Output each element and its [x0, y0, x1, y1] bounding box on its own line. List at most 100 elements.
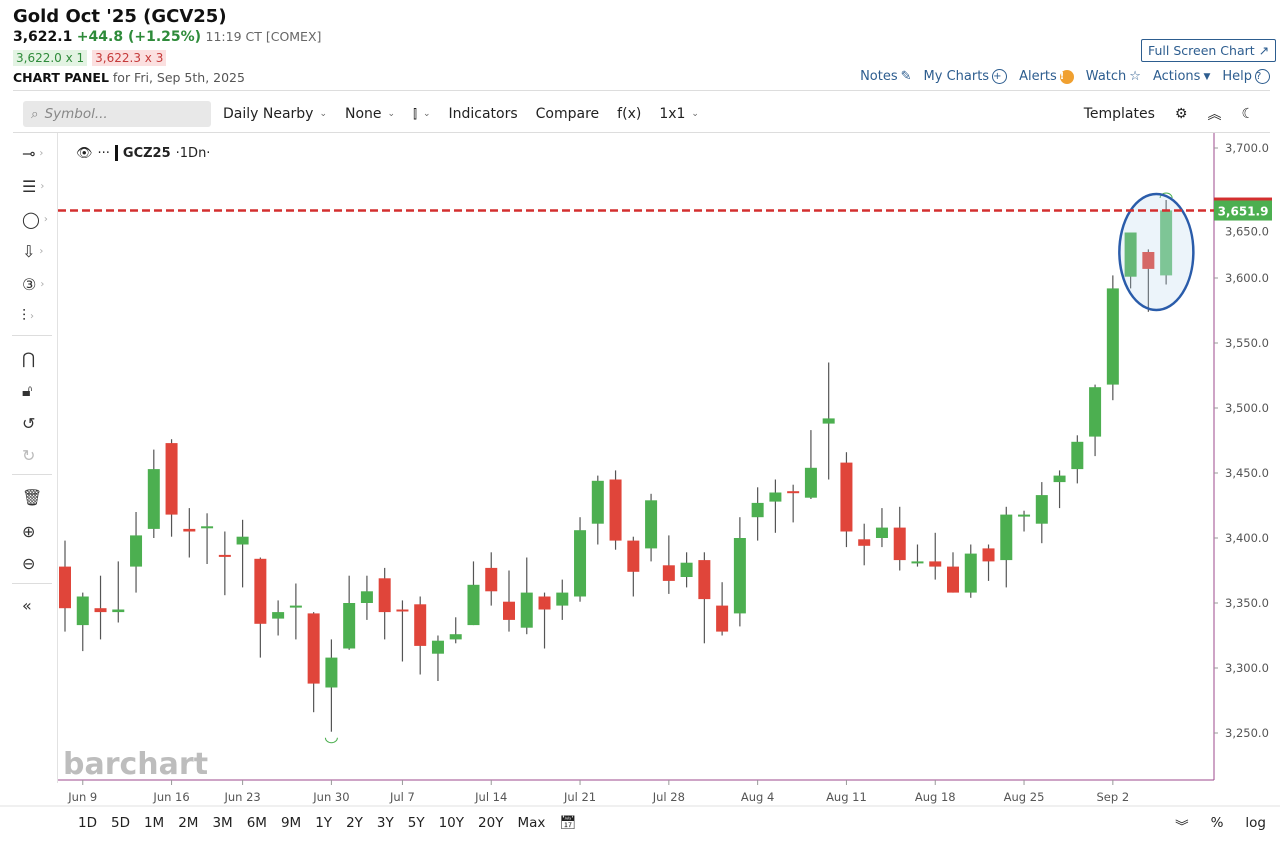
candle-body	[165, 443, 178, 515]
full-screen-chart-button[interactable]: Full Screen Chart ↗	[1141, 39, 1277, 62]
x-tick-label: Aug 4	[741, 790, 774, 804]
range-20y[interactable]: 20Y	[478, 815, 504, 831]
candle-body	[1035, 495, 1048, 524]
range-6m[interactable]: 6M	[246, 815, 267, 831]
trash-icon[interactable]: 🗑︎	[22, 487, 43, 507]
range-1d[interactable]: 1D	[78, 815, 97, 831]
candle-body	[289, 605, 302, 608]
range-2y[interactable]: 2Y	[346, 815, 363, 831]
shape-tool[interactable]: ◯ ›	[22, 207, 48, 231]
overlay-dropdown[interactable]: None ⌄	[345, 106, 395, 122]
help-link[interactable]: Help?	[1222, 69, 1270, 84]
number-marker-icon: ③	[22, 274, 37, 294]
range-10y[interactable]: 10Y	[438, 815, 465, 831]
y-tick-label: 3,600.0	[1225, 271, 1269, 285]
log-toggle[interactable]: log	[1245, 815, 1266, 831]
gear-icon[interactable]: ⚙	[1174, 106, 1188, 122]
candle-aug-15	[911, 544, 924, 567]
calendar-icon[interactable]: 📅︎	[559, 815, 577, 831]
collapse-icon[interactable]: ︽	[1207, 107, 1222, 123]
chevron-right-icon: ›	[40, 278, 45, 290]
candle-body	[414, 604, 427, 646]
fx-button[interactable]: f(x)	[617, 106, 642, 122]
expand-icon[interactable]: ︾	[1175, 819, 1189, 835]
zoom-in-icon[interactable]: ⊕	[22, 521, 36, 541]
candle-body	[822, 418, 835, 424]
symbol-search-input[interactable]: ⌕ Symbol...	[23, 101, 211, 127]
alerts-link[interactable]: Alerts!	[1019, 69, 1074, 84]
candle-jul-15	[503, 570, 515, 632]
candle-body	[183, 528, 196, 532]
my-charts-label: My Charts	[923, 69, 990, 84]
y-tick-label: 3,500.0	[1225, 401, 1269, 415]
range-9m[interactable]: 9M	[280, 815, 302, 831]
candle-body	[556, 592, 569, 606]
measure-tool[interactable]: ⫶ ›	[22, 304, 48, 328]
range-1m[interactable]: 1M	[143, 815, 165, 831]
zoom-out-icon[interactable]: ⊖	[22, 553, 36, 573]
compare-button[interactable]: Compare	[535, 106, 600, 122]
collapse-toolbar-icon[interactable]: «	[22, 595, 32, 615]
chart-type-dropdown[interactable]: ⫿ ⌄	[413, 107, 430, 122]
candle-body	[627, 540, 640, 572]
range-5y[interactable]: 5Y	[407, 815, 425, 831]
interval-dropdown[interactable]: Daily Nearby ⌄	[223, 106, 327, 122]
templates-button[interactable]: Templates	[1083, 106, 1155, 122]
x-tick-label: Aug 18	[915, 790, 956, 804]
range-1y[interactable]: 1Y	[315, 815, 333, 831]
high-marker	[1159, 192, 1173, 199]
candle-body	[94, 608, 107, 613]
candle-body	[929, 561, 942, 567]
notes-link[interactable]: Notes ✎	[860, 69, 911, 84]
candle-sep-3	[1124, 232, 1137, 289]
range-5d[interactable]: 5D	[110, 815, 130, 831]
fib-tool[interactable]: ☰ ›	[22, 174, 48, 198]
eye-icon[interactable]: 👁︎	[76, 145, 93, 161]
watch-link[interactable]: Watch ☆	[1086, 69, 1141, 84]
range-2m[interactable]: 2M	[178, 815, 199, 831]
y-tick-label: 3,550.0	[1225, 336, 1269, 350]
divider	[13, 132, 1270, 133]
overlay-label: None	[345, 106, 382, 122]
candle-jul-29	[680, 552, 693, 588]
candle-jun-6	[59, 540, 71, 632]
candle-jul-9	[431, 635, 444, 681]
candle-jun-11	[112, 561, 125, 623]
percent-toggle[interactable]: %	[1210, 815, 1224, 831]
x-tick-label: Jun 30	[312, 790, 349, 804]
candle-aug-20	[964, 544, 977, 598]
dark-mode-icon[interactable]: ☾	[1241, 106, 1254, 122]
candle-body	[591, 480, 604, 524]
candlestick-icon: ⫿	[413, 106, 417, 121]
my-charts-link[interactable]: My Charts +	[924, 69, 1008, 84]
candle-body	[645, 500, 658, 549]
range-max[interactable]: Max	[517, 815, 546, 831]
candle-jun-9	[76, 592, 89, 652]
candle-body	[1053, 475, 1066, 483]
arrow-tool[interactable]: ⇩ ›	[22, 239, 48, 263]
interval-label: Daily Nearby	[223, 106, 314, 122]
candle-body	[147, 469, 160, 529]
undo-icon[interactable]: ↺	[22, 413, 36, 433]
x-tick-label: Sep 2	[1097, 790, 1130, 804]
redo-icon[interactable]: ↻	[22, 445, 36, 465]
arrow-down-icon: ⇩	[22, 241, 36, 261]
layout-dropdown[interactable]: 1x1 ⌄	[659, 106, 699, 122]
candle-aug-14	[893, 506, 906, 571]
range-3m[interactable]: 3M	[212, 815, 233, 831]
layout-label: 1x1	[659, 106, 686, 122]
indicators-button[interactable]: Indicators	[448, 106, 518, 122]
range-3y[interactable]: 3Y	[376, 815, 394, 831]
marker-tool[interactable]: ③ ›	[22, 272, 48, 296]
unlock-icon[interactable]: 🔓︎	[22, 381, 33, 400]
actions-menu[interactable]: Actions ▼	[1153, 69, 1210, 84]
candle-body	[1142, 252, 1155, 269]
magnet-icon[interactable]: ⋂	[22, 348, 36, 368]
current-price-label: 3,651.9	[1218, 205, 1269, 219]
line-tool[interactable]: ⊸ ›	[22, 141, 48, 165]
more-icon[interactable]: ···	[97, 145, 110, 161]
x-tick-label: Jun 16	[152, 790, 189, 804]
chart-toolbar: ⌕ Symbol... Daily Nearby ⌄ None ⌄ ⫿ ⌄ Indica…	[0, 96, 1280, 132]
candle-jul-22	[591, 475, 604, 545]
